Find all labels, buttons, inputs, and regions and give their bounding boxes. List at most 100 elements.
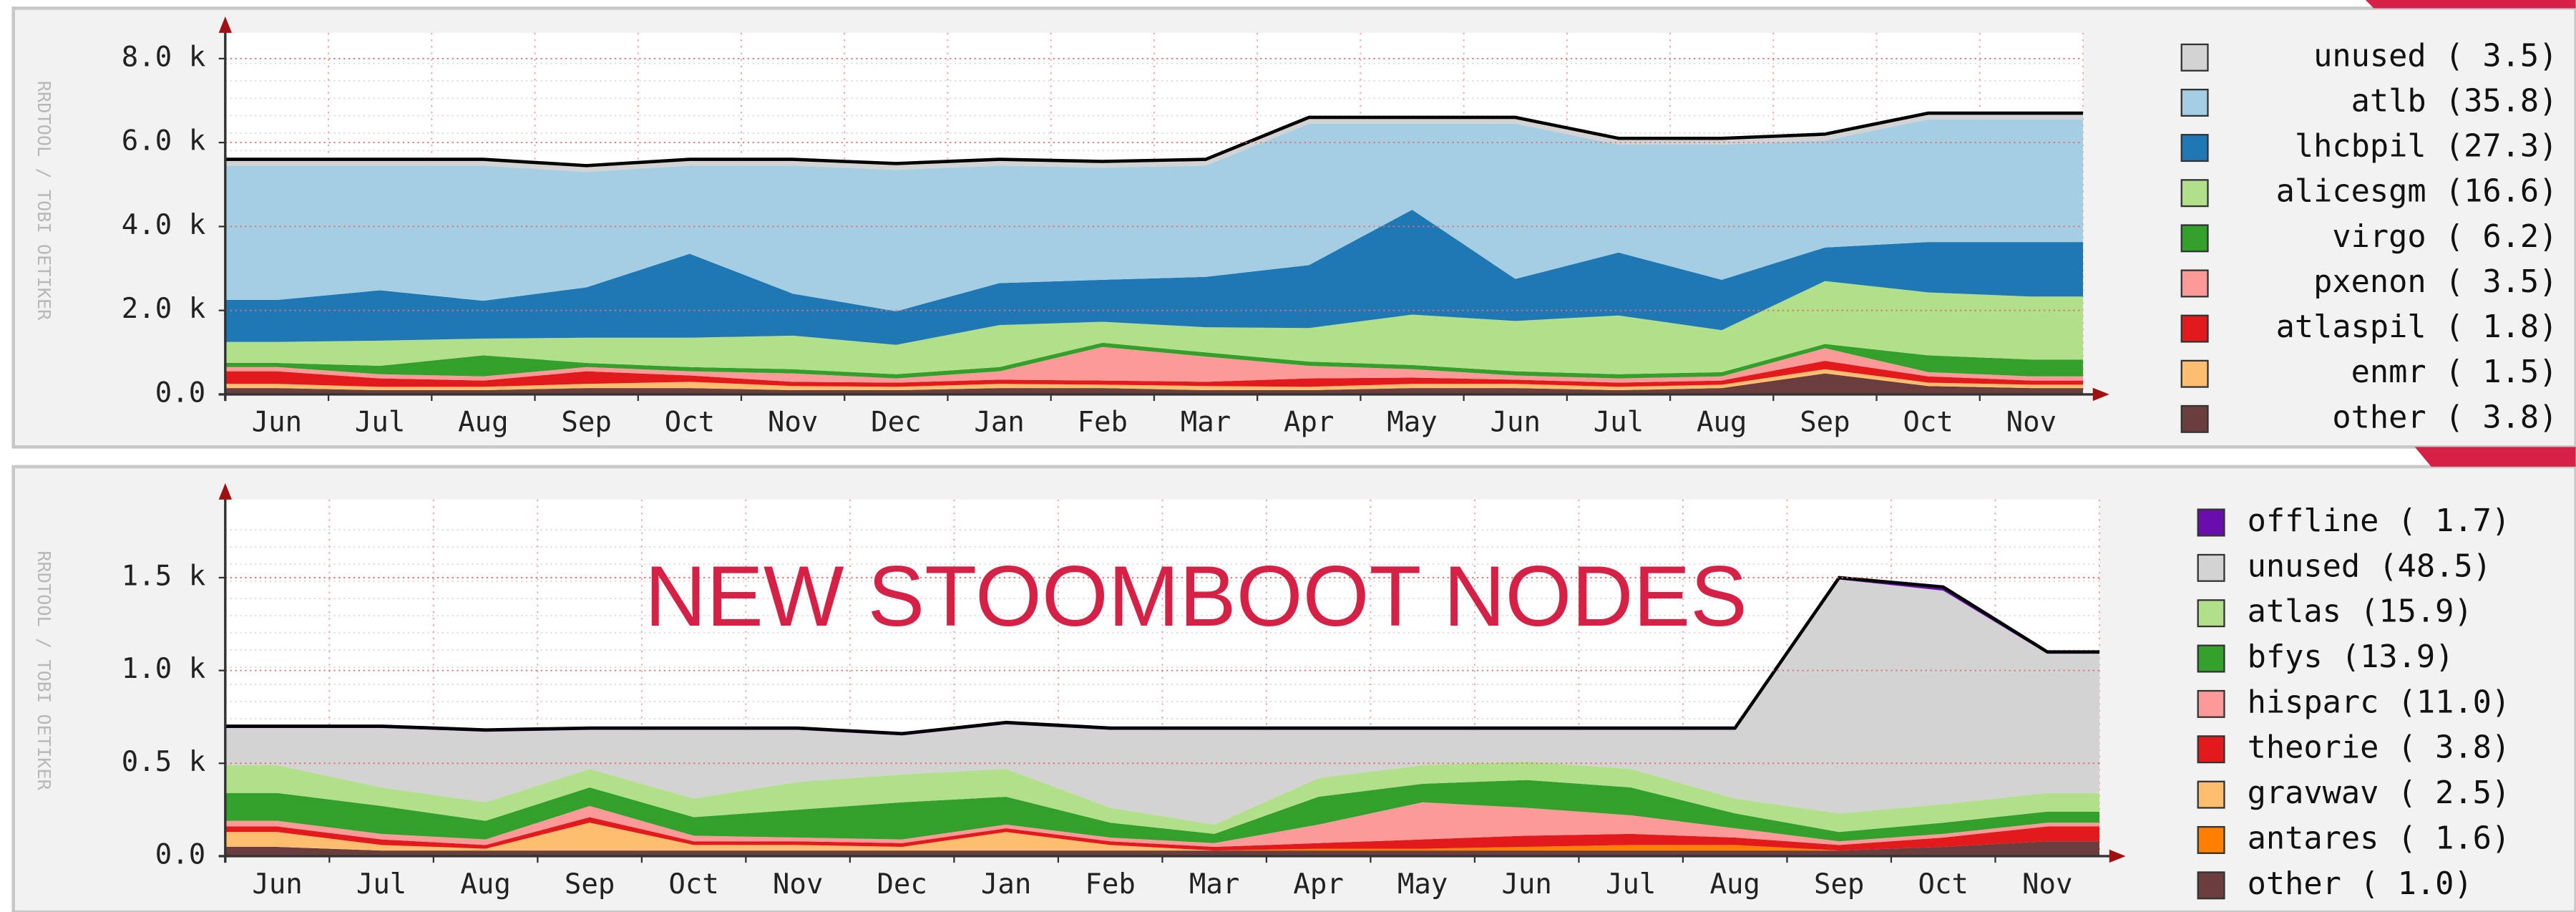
x-tick-label: Sep [565, 868, 615, 901]
legend-label: atlb (35.8) [2351, 83, 2558, 119]
total-line [225, 111, 2084, 168]
y-tick-label: 1.0 k [122, 653, 205, 685]
legend-label: pxenon ( 3.5) [2313, 264, 2557, 300]
x-tick-label: Oct [1918, 868, 1968, 901]
stacked-area [225, 817, 2099, 851]
x-tick-label: Sep [561, 407, 611, 439]
legend-swatch [2180, 269, 2209, 298]
legend-swatch [2197, 599, 2225, 628]
legend-label: other ( 3.8) [2332, 399, 2557, 435]
legend-swatch [2197, 735, 2225, 764]
x-tick-label: Sep [1814, 868, 1864, 901]
x-tick-label: Dec [871, 407, 921, 439]
x-tick-label: Aug [460, 868, 510, 901]
x-tick-label: Aug [1709, 868, 1760, 901]
legend-label: hisparc (11.0) [2248, 684, 2511, 720]
y-tick-label: 0.5 k [122, 746, 205, 778]
legend-swatch [2180, 359, 2209, 388]
stacked-area [225, 369, 2084, 391]
x-axis-arrow [2092, 387, 2109, 402]
legend-swatch [2180, 314, 2209, 343]
x-tick-label: Aug [1697, 407, 1747, 439]
stacked-area [225, 113, 2084, 173]
legend-label: enmr ( 1.5) [2351, 354, 2558, 390]
stacked-area [225, 780, 2099, 843]
corner-stripe [2365, 0, 2576, 9]
stacked-area [225, 802, 2099, 847]
stacked-area [225, 346, 2084, 383]
x-axis-arrow [2109, 849, 2126, 863]
legend-swatch [2197, 644, 2225, 673]
legend-label: lhcbpil (27.3) [2295, 129, 2558, 165]
legend-swatch [2197, 871, 2225, 900]
legend-swatch [2197, 689, 2225, 718]
stacked-area [225, 841, 2099, 856]
stacked-area [225, 361, 2084, 387]
x-tick-label: Mar [1181, 407, 1231, 439]
x-tick-label: Jun [1491, 407, 1541, 439]
x-tick-label: Jan [981, 868, 1031, 901]
x-tick-label: Jan [974, 407, 1024, 439]
legend-swatch [2180, 179, 2209, 208]
stacked-area [225, 281, 2084, 374]
watermark: RRDTOOL / TOBI OETIKER [34, 550, 54, 790]
stacked-area [225, 342, 2084, 379]
legend-swatch [2180, 224, 2209, 253]
legend-label: theorie ( 3.8) [2248, 730, 2511, 766]
x-tick-label: Oct [668, 868, 718, 901]
x-tick-label: Jul [356, 868, 406, 901]
x-tick-label: Jun [252, 868, 302, 901]
y-axis-arrow [218, 16, 232, 33]
legend-label: bfys (13.9) [2248, 639, 2454, 675]
y-tick-label: 0.0 [155, 377, 205, 409]
total-line [225, 576, 2099, 736]
x-tick-label: Feb [1085, 868, 1135, 901]
legend-label: atlaspil ( 1.8) [2276, 309, 2558, 345]
legend-swatch [2180, 88, 2209, 117]
legend-label: gravwav ( 2.5) [2248, 775, 2511, 811]
watermark: RRDTOOL / TOBI OETIKER [34, 81, 54, 321]
x-tick-label: Apr [1284, 407, 1334, 439]
x-tick-label: Jul [1606, 868, 1656, 901]
legend-label: antares ( 1.6) [2248, 820, 2511, 856]
stacked-area [225, 119, 2084, 311]
annotation: NEW STOOMBOOT NODES [645, 549, 1747, 644]
x-tick-label: Jul [355, 407, 405, 439]
legend-swatch [2180, 404, 2209, 433]
legend-swatch [2197, 825, 2225, 854]
y-tick-label: 8.0 k [122, 41, 205, 73]
x-tick-label: Jun [1501, 868, 1551, 901]
x-tick-label: Oct [665, 407, 715, 439]
x-tick-label: Jul [1594, 407, 1644, 439]
legend-label: offline ( 1.7) [2248, 503, 2511, 539]
legend-swatch [2180, 134, 2209, 162]
legend-swatch [2197, 780, 2225, 809]
y-tick-label: 2.0 k [122, 293, 205, 325]
y-tick-label: 0.0 [155, 838, 205, 870]
x-tick-label: Nov [2006, 407, 2057, 439]
x-tick-label: Sep [1800, 407, 1850, 439]
stacked-area [225, 823, 2099, 851]
legend-label: other ( 1.0) [2248, 866, 2473, 902]
legend-swatch [2197, 508, 2225, 537]
legend-label: unused ( 3.5) [2313, 38, 2557, 74]
x-tick-label: Nov [768, 407, 818, 439]
legend-swatch [2180, 43, 2209, 72]
stacked-area [225, 841, 2099, 851]
x-tick-label: Nov [773, 868, 823, 901]
legend-label: alicesgm (16.6) [2276, 174, 2558, 210]
stacked-area [225, 761, 2099, 834]
y-tick-label: 1.5 k [122, 560, 205, 592]
x-tick-label: Mar [1189, 868, 1239, 901]
x-tick-label: Oct [1903, 407, 1953, 439]
x-tick-label: May [1387, 407, 1437, 439]
x-tick-label: Feb [1078, 407, 1128, 439]
legend-label: atlas (15.9) [2248, 594, 2473, 630]
legend-label: virgo ( 6.2) [2332, 219, 2557, 255]
y-axis-arrow [218, 482, 232, 500]
x-tick-label: Nov [2022, 868, 2072, 901]
stacked-area [225, 373, 2084, 394]
y-tick-label: 4.0 k [122, 209, 205, 241]
legend-swatch [2197, 553, 2225, 582]
